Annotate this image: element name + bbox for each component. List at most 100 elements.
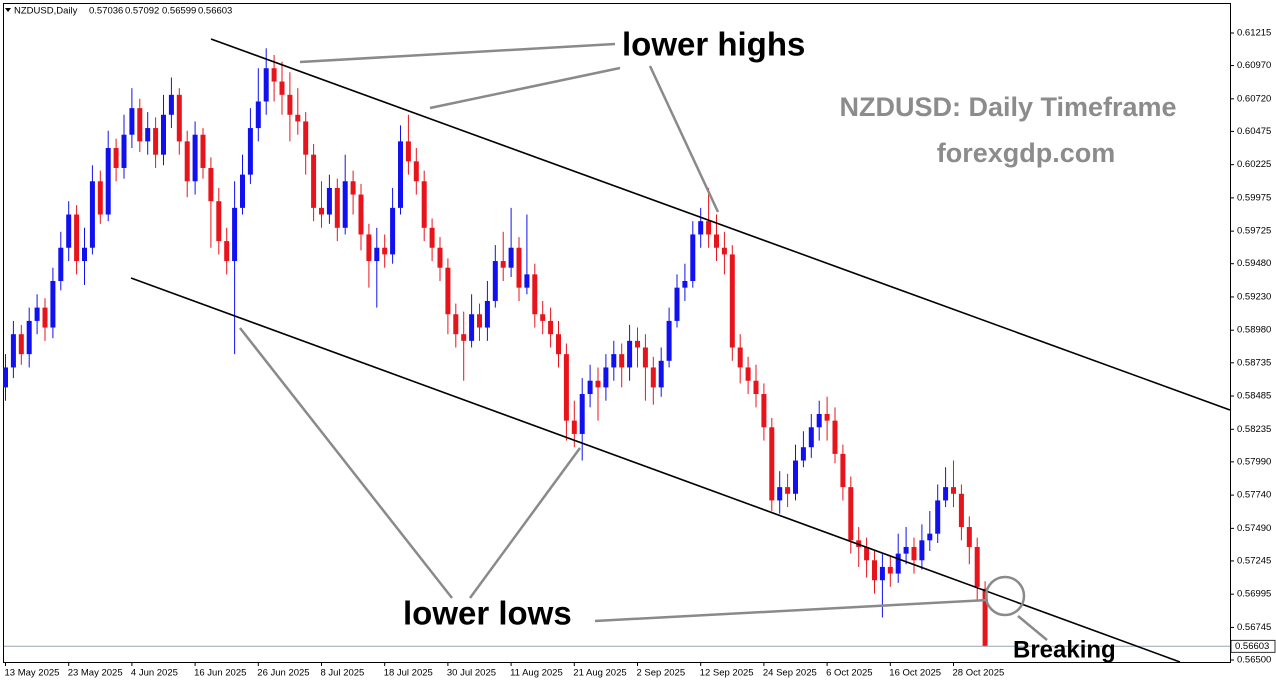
candle-body: [635, 340, 640, 348]
candle-body: [89, 181, 95, 248]
candle-body: [200, 134, 206, 168]
low-label: 0.56599: [162, 6, 196, 17]
candle-body: [887, 566, 893, 574]
candle-body: [563, 354, 569, 421]
y-tick-label: 0.58735: [1237, 357, 1271, 368]
candle-body: [453, 314, 459, 335]
candle-body: [161, 114, 166, 155]
candle-body: [10, 334, 16, 368]
x-tick-label: 16 Jun 2025: [194, 668, 246, 679]
candle-body: [137, 108, 143, 142]
candle-body: [729, 254, 735, 348]
candle-body: [145, 128, 151, 142]
candle-body: [271, 68, 277, 82]
candle-body: [255, 101, 261, 129]
candle-body: [469, 314, 475, 341]
candle-body: [334, 187, 340, 228]
candle-body: [437, 247, 443, 268]
candle-body: [879, 566, 885, 581]
candle-body: [18, 334, 24, 355]
candle-body: [477, 314, 482, 328]
candle-body: [82, 247, 87, 262]
candle-body: [777, 487, 783, 501]
x-tick-label: 30 Jul 2025: [447, 668, 496, 679]
y-tick-label: 0.60970: [1237, 60, 1271, 71]
candle-body: [295, 114, 301, 122]
candle-body: [872, 560, 877, 581]
x-tick-label: 11 Aug 2025: [510, 668, 563, 679]
x-tick-label: 12 Sep 2025: [700, 668, 754, 679]
candle-body: [445, 267, 451, 315]
candle-body: [390, 207, 396, 255]
candle-body: [500, 261, 506, 268]
y-tick-label: 0.58235: [1237, 424, 1271, 435]
x-tick-label: 28 Oct 2025: [953, 668, 1005, 679]
x-tick-label: 18 Jul 2025: [384, 668, 433, 679]
candle-body: [516, 247, 522, 288]
annotation-site: forexgdp.com: [937, 138, 1116, 168]
candle-body: [279, 81, 285, 95]
candle-body: [216, 201, 222, 242]
candle-body: [721, 247, 727, 255]
annotation: lower lows: [403, 595, 572, 632]
candle-body: [532, 274, 538, 315]
pointer: [468, 447, 582, 599]
candle-body: [895, 553, 901, 574]
y-tick-label: 0.57990: [1237, 456, 1271, 467]
candle-body: [650, 367, 656, 388]
candle-body: [263, 68, 269, 102]
candle-body: [3, 367, 8, 388]
y-tick-label: 0.58980: [1237, 325, 1271, 336]
candle-body: [540, 314, 546, 321]
candle-body: [358, 194, 364, 235]
price-tag: [1230, 639, 1276, 653]
x-tick-label: 23 May 2025: [68, 668, 123, 679]
candle-body: [492, 261, 498, 301]
candle-body: [113, 148, 119, 168]
pointer: [594, 598, 989, 623]
pointer: [299, 42, 616, 64]
candle-body: [832, 420, 838, 454]
candle-body: [587, 380, 593, 395]
y-tick-label: 0.56995: [1237, 589, 1271, 600]
candle-body: [556, 334, 561, 355]
candle-body: [176, 94, 182, 142]
candle-body: [153, 128, 159, 155]
candle-body: [816, 413, 822, 428]
y-tick-label: 0.57740: [1237, 490, 1271, 501]
candle-body: [192, 134, 198, 182]
candle-body: [58, 247, 64, 282]
y-tick-label: 0.56500: [1237, 655, 1271, 666]
y-tick-label: 0.61215: [1237, 28, 1271, 39]
pointer: [1017, 615, 1048, 641]
candle-body: [658, 360, 664, 388]
candle-body: [50, 281, 56, 328]
y-tick-label: 0.57245: [1237, 555, 1271, 566]
y-tick-label: 0.58485: [1237, 391, 1271, 402]
candle-body: [737, 347, 743, 368]
candle-body: [800, 447, 806, 461]
plot-frame: [3, 3, 1231, 663]
candle-body: [595, 380, 601, 388]
menu-arrow[interactable]: [5, 8, 11, 12]
candle-body: [982, 588, 988, 647]
annotation: Breaking: [1013, 636, 1116, 663]
y-tick-label: 0.60720: [1237, 93, 1271, 104]
x-tick-label: 4 Jun 2025: [131, 668, 178, 679]
candle-body: [326, 187, 332, 215]
candle-body: [927, 533, 933, 541]
open-label: 0.57036: [89, 6, 123, 17]
candle-body: [129, 108, 135, 135]
candle-body: [769, 427, 775, 501]
candle-body: [366, 234, 372, 262]
candle-body: [935, 500, 941, 534]
candle-body: [864, 546, 870, 561]
y-tick-label: 0.56745: [1237, 622, 1271, 633]
high-label: 0.57092: [125, 6, 159, 17]
price-label: 0.56603: [1235, 641, 1269, 652]
y-tick-label: 0.59230: [1237, 291, 1271, 302]
candle-body: [240, 174, 245, 208]
candle-body: [579, 394, 585, 434]
candle-body: [793, 460, 798, 494]
